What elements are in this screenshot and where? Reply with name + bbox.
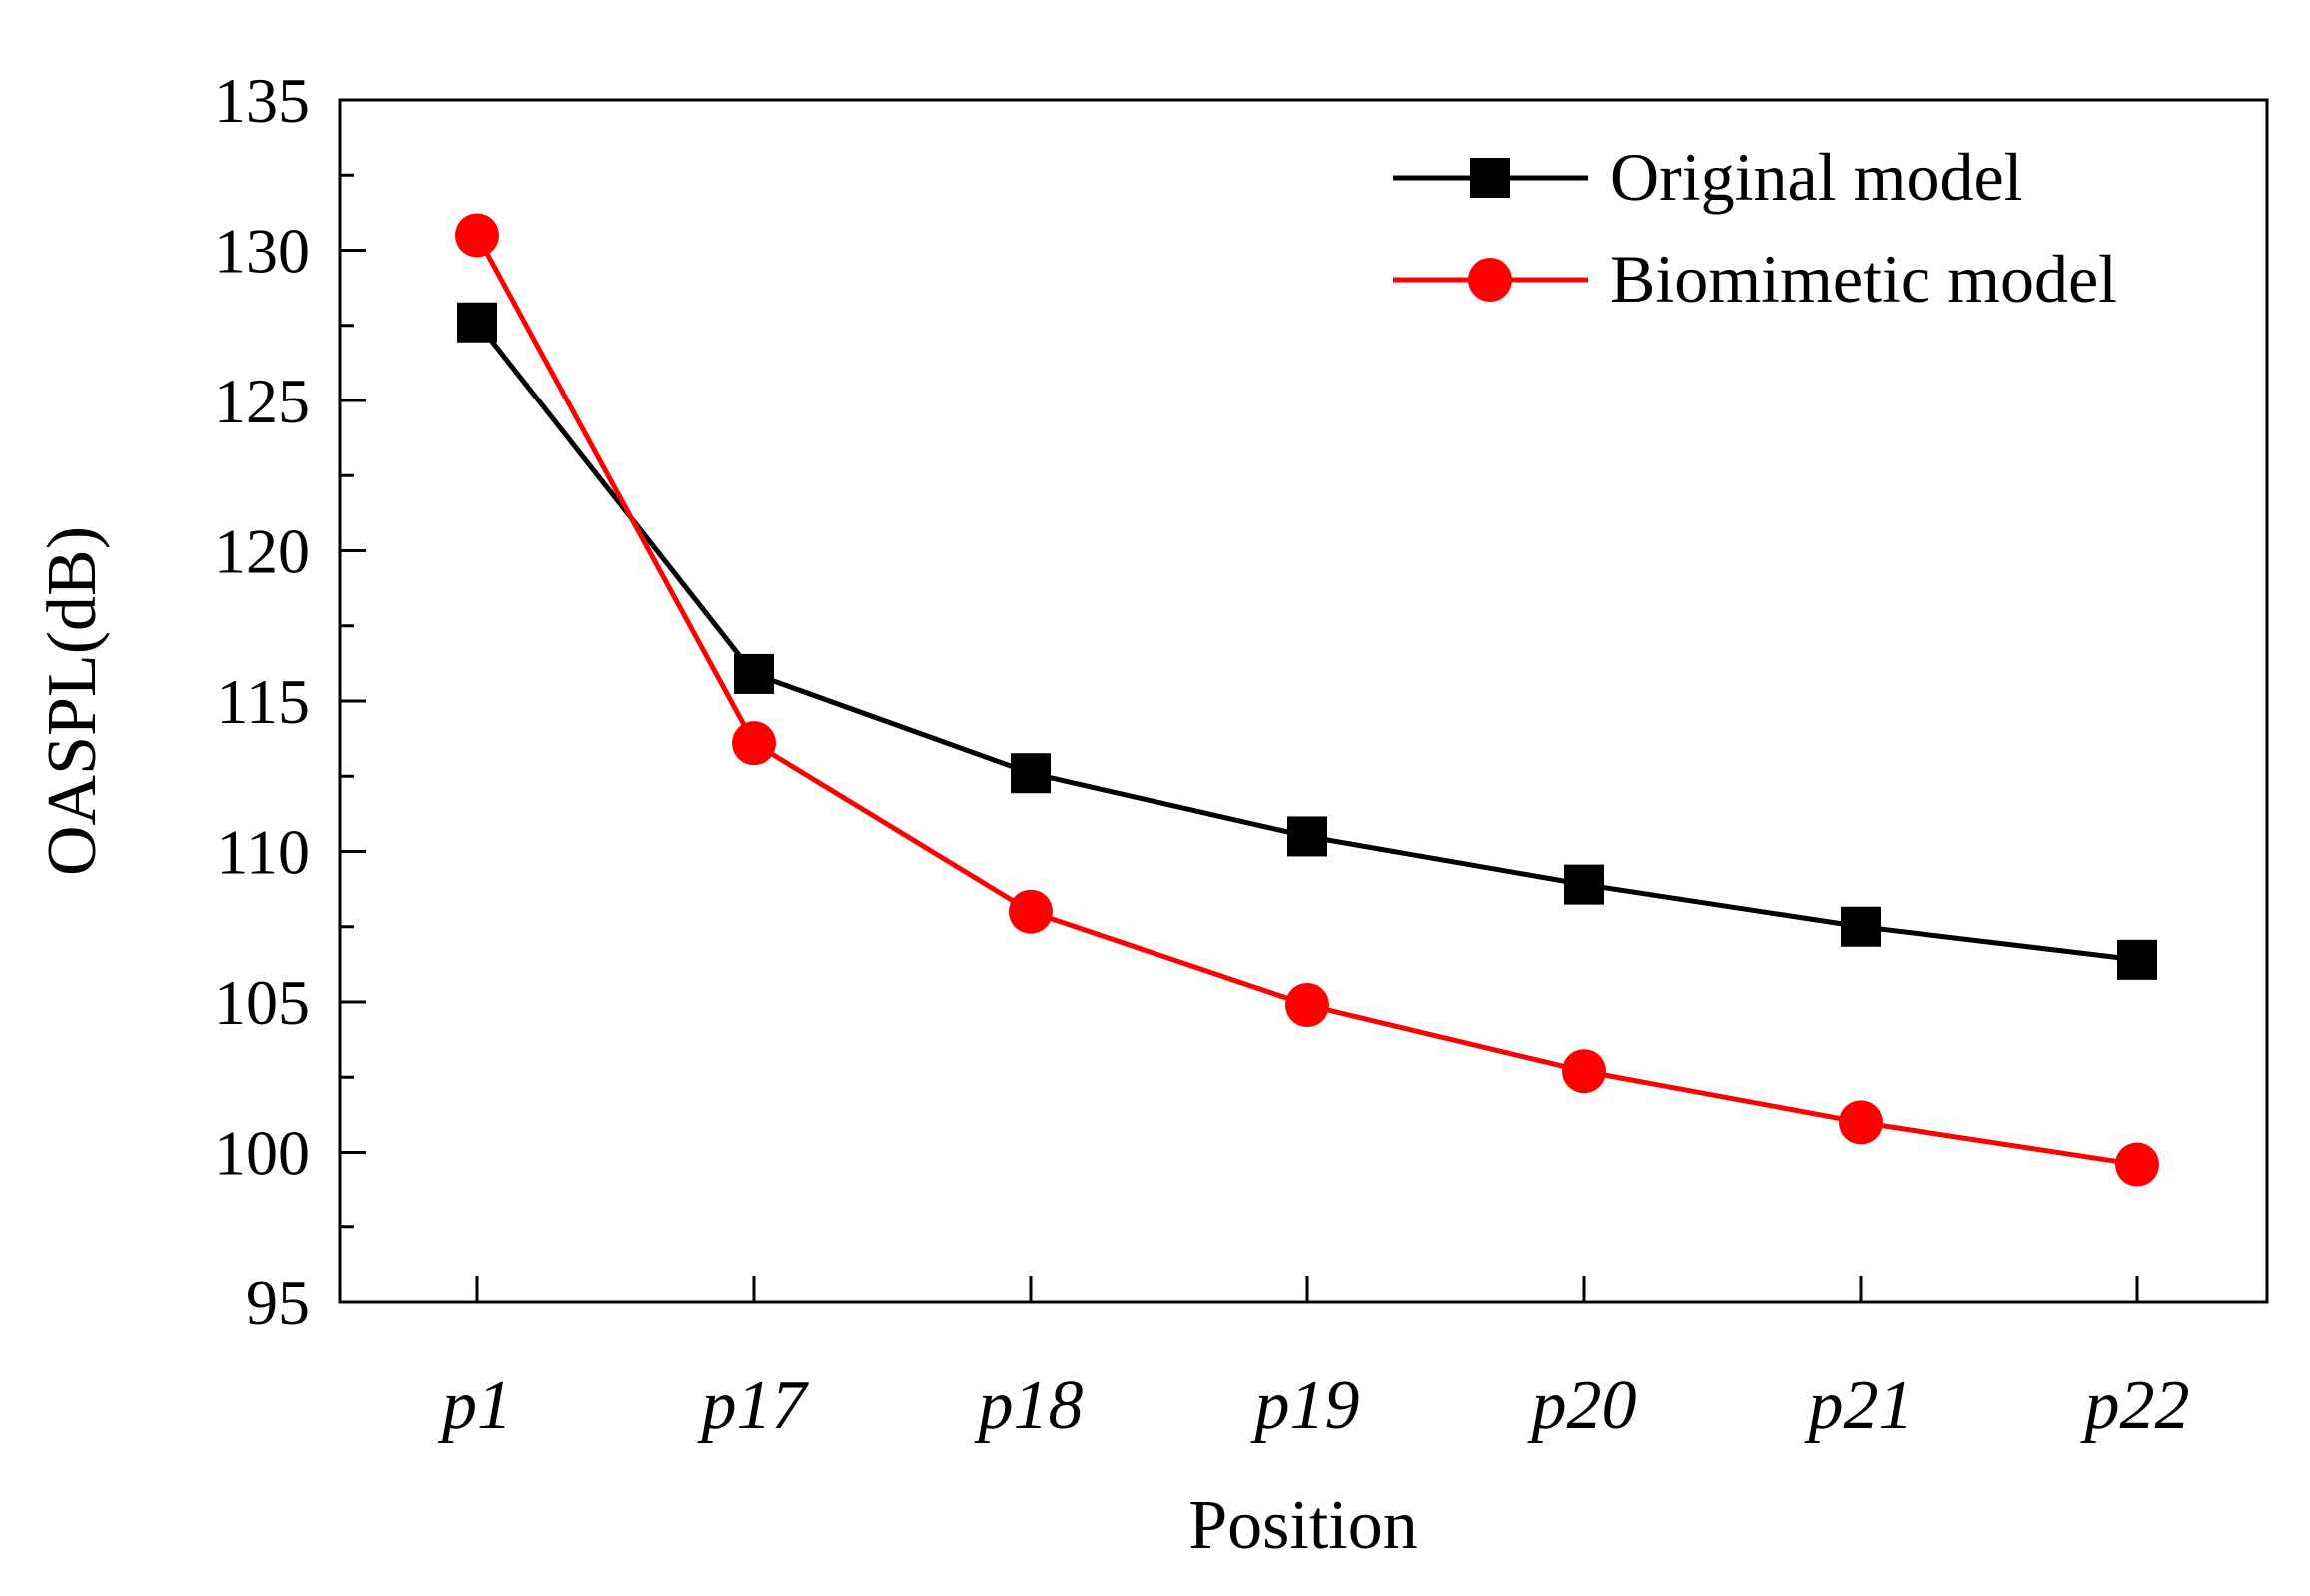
legend-label: Original model: [1610, 139, 2023, 215]
data-point-square: [1564, 864, 1604, 905]
data-point-circle: [1839, 1100, 1883, 1145]
y-tick-label: 105: [214, 967, 310, 1038]
y-tick-label: 130: [214, 216, 310, 287]
legend-item: Biomimetic model: [1393, 241, 2117, 317]
legend-marker-circle: [1468, 258, 1512, 302]
legend: Original model Biomimetic model: [1393, 139, 2117, 317]
y-axis: 95 100 105 110 115 120 125 130 135: [214, 65, 366, 1338]
x-tick-label: p17: [697, 1367, 810, 1444]
series-1: [455, 213, 2159, 1187]
data-point-square: [2117, 939, 2157, 980]
x-tick-label: p18: [974, 1367, 1084, 1444]
data-point-circle: [455, 213, 499, 258]
series-line: [475, 321, 2138, 963]
data-point-square: [1841, 906, 1881, 947]
data-point-circle: [1009, 889, 1053, 934]
y-tick-label: 115: [216, 666, 310, 737]
y-tick-label: 135: [214, 65, 310, 136]
y-axis-title: OASPL(dB): [34, 526, 111, 876]
x-tick-label: p20: [1527, 1367, 1637, 1444]
data-point-square: [1011, 753, 1051, 794]
series-0: [457, 302, 2157, 980]
x-tick-label: p1: [437, 1367, 512, 1444]
legend-marker-square: [1470, 158, 1510, 198]
y-tick-label: 125: [214, 366, 310, 436]
data-point-square: [734, 653, 774, 694]
y-tick-label: 95: [246, 1267, 310, 1338]
x-axis: p1 p17 p18 p19 p20 p21 p22: [437, 1276, 2190, 1444]
data-point-square: [1287, 816, 1327, 857]
legend-item: Original model: [1393, 139, 2023, 215]
data-point-circle: [1562, 1049, 1606, 1094]
legend-label: Biomimetic model: [1610, 241, 2117, 317]
data-point-circle: [1285, 983, 1329, 1028]
series-layer: [455, 213, 2159, 1187]
x-tick-label: p21: [1804, 1367, 1914, 1444]
x-tick-label: p22: [2080, 1367, 2190, 1444]
x-tick-label: p19: [1250, 1367, 1360, 1444]
y-tick-label: 120: [214, 516, 310, 587]
data-point-circle: [732, 721, 776, 766]
y-tick-label: 100: [214, 1118, 310, 1189]
x-axis-title: Position: [1188, 1487, 1418, 1564]
data-point-square: [457, 302, 497, 343]
data-point-circle: [2115, 1142, 2159, 1187]
y-tick-label: 110: [216, 817, 310, 888]
